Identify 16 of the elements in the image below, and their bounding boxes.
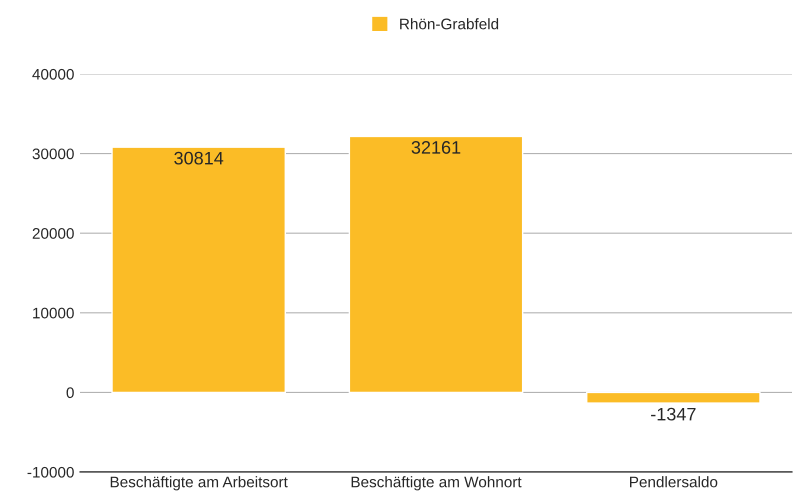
x-tick-label: Beschäftigte am Arbeitsort — [110, 476, 288, 490]
bar — [348, 136, 524, 394]
data-label: -1347 — [651, 408, 696, 421]
data-label: 32161 — [412, 141, 460, 154]
x-tick-label: Pendlersaldo — [630, 476, 718, 488]
y-tick-label: -10000 — [28, 466, 74, 478]
y-tick-label: 20000 — [32, 228, 74, 239]
bar — [586, 392, 761, 404]
y-tick-label: 30000 — [32, 148, 74, 160]
x-tick-label: Beschäftigte am Wohnort — [352, 476, 522, 490]
y-tick-label: 10000 — [33, 308, 74, 318]
legend-label: Rhön-Grabfeld — [400, 18, 498, 30]
data-label: 30814 — [174, 152, 224, 165]
y-tick-label: 40000 — [32, 68, 74, 80]
y-tick-label: 0 — [66, 387, 74, 398]
bar — [111, 146, 286, 394]
